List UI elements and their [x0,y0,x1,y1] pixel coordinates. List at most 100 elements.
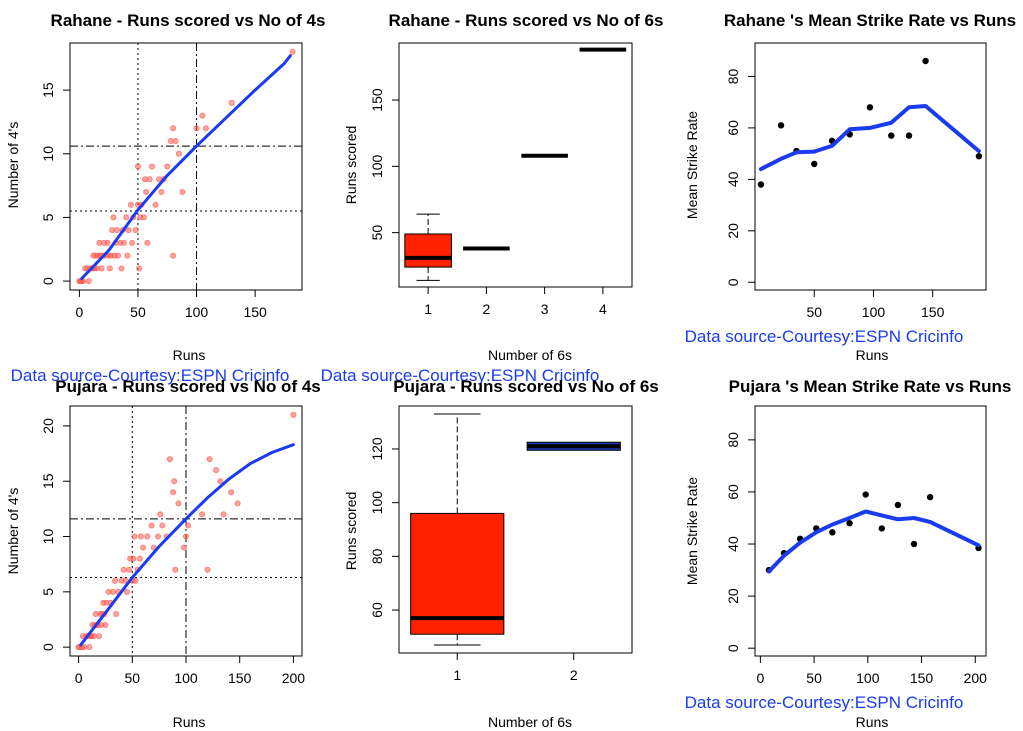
chart-1-point [140,214,147,221]
chart-3-point [777,122,785,129]
chart-1-point [120,239,127,246]
chart-2-x-axis-label: Number of 6s [488,347,572,363]
chart-4-x-tick-label: 100 [174,670,198,686]
chart-4-x-tick-label: 0 [75,670,83,686]
chart-6-title: Pujara 's Mean Strike Rate vs Runs [729,377,1012,396]
chart-1-point [127,201,134,208]
chart-4-point [166,456,173,463]
chart-4-y-tick-label: 15 [40,473,56,489]
chart-3-point [922,57,929,65]
chart-4-point [172,566,179,573]
chart-4-point [144,533,151,540]
chart-6-y-axis-label: Mean Strike Rate [684,477,700,585]
chart-4-point [137,533,144,540]
chart-1-x-tick-label: 50 [130,304,146,320]
chart-4-point [182,533,189,540]
chart-1-y-tick-label: 15 [40,82,56,98]
chart-4-point [148,522,155,529]
chart-4-point [86,644,93,651]
chart-6-frame [754,405,987,657]
chart-6-x-tick-label: 50 [806,670,822,686]
chart-1-y-tick-label: 0 [40,277,56,285]
chart-4-point [112,577,119,584]
chart-4-point [109,588,116,595]
chart-6-y-tick-label: 20 [725,588,741,604]
chart-3-y-tick-label: 20 [725,223,741,239]
chart-1-point [172,138,179,145]
chart-1-point [170,252,177,259]
chart-1-point [132,227,139,234]
chart-4-point [170,489,177,496]
chart-6-x-tick-label: 150 [910,670,934,686]
chart-4-point [132,577,139,584]
chart-1-point [179,188,186,195]
chart-1-y-axis-label: Number of 4's [5,122,21,209]
chart-1-point [193,125,200,132]
chart-1-point [152,201,159,208]
chart-6-x-tick-label: 0 [756,670,764,686]
chart-4-point [90,633,97,640]
chart-4-point [175,500,182,507]
chart-4-point [126,566,133,573]
chart-4-y-tick-label: 20 [40,418,56,434]
chart-6-point [829,529,836,536]
chart-4-point [102,622,109,629]
chart-5-y-tick-label: 120 [369,437,385,461]
chart-4-point [123,588,130,595]
chart-4-x-tick-label: 50 [125,670,141,686]
chart-2-title: Rahane - Runs scored vs No of 6s [389,11,664,30]
chart-2-box [404,233,452,268]
chart-1-point [228,99,235,106]
chart-5-x-tick-label: 1 [453,667,461,683]
chart-4-point [157,511,164,518]
chart-6-y-tick-label: 40 [725,536,741,552]
chart-3-point [757,181,765,188]
chart-6-point [894,501,902,509]
chart-5-x-axis-label: Number of 6s [488,714,572,730]
chart-2-y-tick-label: 150 [369,88,385,112]
chart-1-point [110,214,117,221]
chart-2-y-tick-label: 100 [369,154,385,178]
chart-1-point [118,265,125,272]
chart-3-x-tick-label: 150 [921,304,945,320]
chart-4-point [113,610,120,617]
chart-1-point [98,265,105,272]
chart-3-source-note: Data source-Courtesy:ESPN Cricinfo [685,327,964,346]
chart-4-point [171,478,178,485]
chart-2-frame [398,42,633,288]
chart-1-point [143,188,150,195]
chart-1-x-tick-label: 150 [243,304,267,320]
chart-1-point [170,125,177,132]
chart-1-point [106,265,113,272]
chart-4-point [180,544,187,551]
chart-1-point [125,227,132,234]
chart-6-y-tick-label: 80 [725,432,741,448]
chart-3-x-axis-label: Runs [856,347,889,363]
chart-1-point [136,265,143,272]
chart-4-point [220,511,227,518]
chart-3-y-tick-label: 80 [725,68,741,84]
chart-1-point [123,214,130,221]
chart-5-y-tick-label: 60 [369,602,385,618]
chart-1-y-tick-label: 10 [40,146,56,162]
chart-6-x-tick-label: 100 [856,670,880,686]
chart-1-point [199,112,206,119]
chart-4-x-tick-label: 200 [282,670,306,686]
chart-1-point [202,125,209,132]
chart-1-point [104,239,111,246]
chart-1-x-tick-label: 100 [185,304,209,320]
chart-4-source-note: Data source-Courtesy:ESPN Cricinfo [11,366,290,385]
chart-4-point [206,456,213,463]
chart-6-y-tick-label: 60 [725,484,741,500]
chart-1-x-tick-label: 0 [75,304,83,320]
chart-6-point [926,493,934,501]
chart-1-point [149,163,156,170]
chart-4-point [199,511,206,518]
chart-5-frame [398,405,633,654]
chart-3-x-tick-label: 50 [806,304,822,320]
chart-4-x-tick-label: 150 [228,670,252,686]
chart-4-point [213,467,220,474]
chart-1-title: Rahane - Runs scored vs No of 4s [51,11,326,30]
